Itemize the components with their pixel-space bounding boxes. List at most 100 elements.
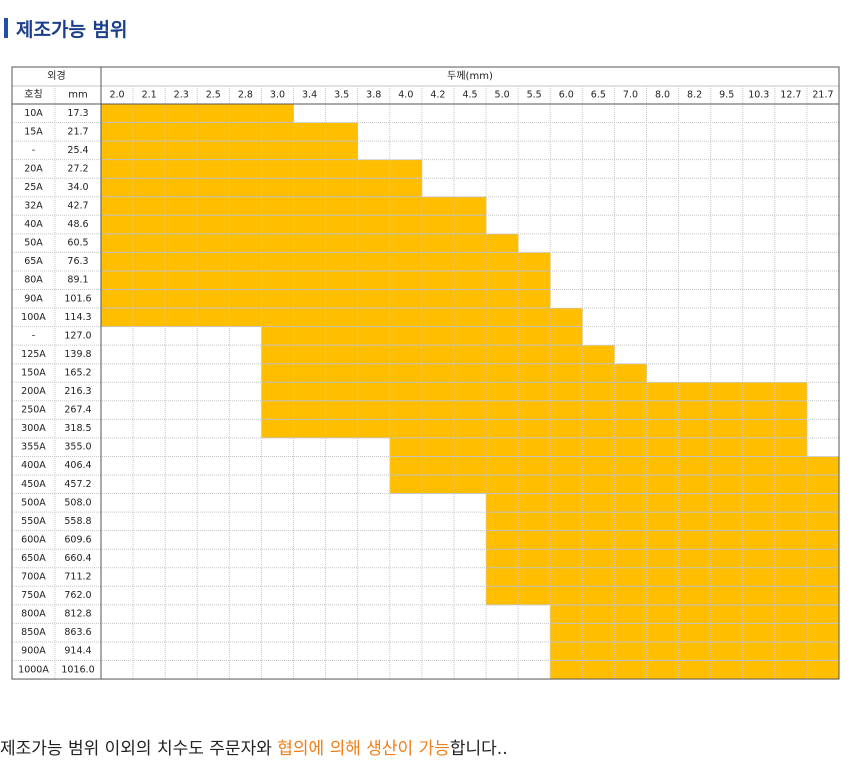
thickness-header-cell: 12.7 [780, 90, 801, 101]
outer-diameter-cell: 609.6 [64, 534, 91, 545]
thickness-header-cell: 4.0 [398, 90, 413, 101]
nominal-size-cell: 150A [21, 367, 46, 378]
page-title-text: 제조가능 범위 [16, 18, 128, 41]
nominal-size-cell: 10A [24, 108, 43, 119]
range-fill-500A-21 [486, 493, 840, 513]
outer-diameter-cell: 34.0 [67, 182, 88, 193]
nominal-size-cell: 90A [24, 293, 43, 304]
range-fill-50A-7 [101, 233, 519, 253]
thickness-header-cell: 10.3 [748, 90, 769, 101]
outer-diameter-cell: 406.4 [64, 460, 91, 471]
thickness-header-cell: 6.5 [591, 90, 606, 101]
nominal-size-cell: 600A [21, 534, 46, 545]
mm-header: mm [68, 90, 87, 101]
nominal-size-cell: 20A [24, 163, 43, 174]
outer-diameter-cell: 508.0 [64, 497, 91, 508]
thickness-header-cell: 4.2 [430, 90, 445, 101]
range-fill-250A-16 [261, 400, 808, 420]
thickness-header-cell: 2.8 [238, 90, 253, 101]
outer-diameter-cell: 863.6 [64, 627, 91, 638]
range-fill-400A-19 [389, 456, 840, 476]
outer-diameter-cell: 114.3 [64, 312, 91, 323]
nominal-size-cell: 450A [21, 479, 46, 490]
nominal-size-cell: 750A [21, 590, 46, 601]
thickness-header-cell: 5.5 [527, 90, 542, 101]
outer-diameter-cell: 355.0 [64, 442, 91, 453]
outer-diameter-cell: 216.3 [64, 386, 91, 397]
thickness-header-cell: 8.2 [687, 90, 702, 101]
footer-text-before: 제조가능 범위 이외의 치수도 주문자와 [0, 739, 278, 759]
page-title: 제조가능 범위 [4, 16, 128, 41]
thickness-header-cell: 5.0 [495, 90, 510, 101]
outer-diameter-cell: 101.6 [64, 293, 91, 304]
range-fill-750A-26 [486, 586, 840, 606]
thickness-header-cell: 21.7 [812, 90, 833, 101]
nominal-size-cell: - [32, 145, 35, 156]
nominal-size-cell: 125A [21, 349, 46, 360]
range-fill-10A-0 [101, 104, 294, 123]
range-fill-700A-25 [486, 567, 840, 587]
range-fill-300A-17 [261, 419, 808, 439]
nominal-size-cell: 40A [24, 219, 43, 230]
outer-diameter-cell: 318.5 [64, 423, 91, 434]
footer-text-after: 합니다.. [449, 739, 508, 759]
range-fill-550A-22 [486, 512, 840, 531]
thickness-header-cell: 3.8 [366, 90, 381, 101]
outer-diameter-cell: 457.2 [64, 479, 91, 490]
nominal-size-cell: 700A [21, 572, 46, 583]
outer-diameter-cell: 25.4 [67, 145, 88, 156]
outer-diameter-cell: 139.8 [64, 349, 91, 360]
outer-diameter-cell: 762.0 [64, 590, 91, 601]
thickness-header-cell: 8.0 [655, 90, 670, 101]
nominal-size-cell: 100A [21, 312, 46, 323]
outer-diameter-cell: 21.7 [67, 126, 88, 137]
thickness-header-cell: 4.5 [462, 90, 477, 101]
range-fill-65A-8 [101, 252, 551, 272]
nominal-size-cell: 25A [24, 182, 43, 193]
nominal-size-cell: 65A [24, 256, 43, 267]
nominal-size-cell: 50A [24, 238, 43, 249]
thickness-header-cell: 2.1 [142, 90, 157, 101]
footer-text-highlight: 협의에 의해 생산이 가능 [277, 739, 450, 759]
nominal-size-cell: 650A [21, 553, 46, 564]
nominal-size-cell: 900A [21, 646, 46, 657]
outer-diameter-cell: 48.6 [67, 219, 88, 230]
nominal-size-cell: 355A [21, 442, 46, 453]
nominal-size-cell: - [32, 330, 35, 341]
outer-diameter-cell: 711.2 [64, 572, 91, 583]
outer-diameter-cell: 27.2 [67, 163, 88, 174]
range-fill-200A-15 [261, 382, 808, 402]
nominal-size-cell: 80A [24, 275, 43, 286]
outer-diameter-cell: 267.4 [64, 405, 91, 416]
range-fill-600A-23 [486, 530, 840, 550]
range-fill-355A-18 [389, 437, 808, 457]
table-border [11, 66, 840, 680]
outer-diameter-cell: 660.4 [64, 553, 91, 564]
thickness-header-cell: 9.5 [719, 90, 734, 101]
nominal-size-cell: 250A [21, 405, 46, 416]
outer-diameter-cell: 89.1 [67, 275, 88, 286]
nominal-size-header: 호칭 [24, 89, 42, 101]
thickness-header-cell: 3.5 [334, 90, 349, 101]
range-fill-900A-29 [550, 641, 840, 661]
thickness-header-cell: 7.0 [623, 90, 638, 101]
footer-note: 제조가능 범위 이외의 치수도 주문자와 협의에 의해 생산이 가능합니다.. [0, 734, 508, 759]
thickness-header-cell: 2.0 [109, 90, 124, 101]
nominal-size-cell: 15A [24, 126, 43, 137]
range-fill-1000A-30 [550, 660, 840, 680]
od-group-header: 외경 [47, 69, 65, 82]
nominal-size-cell: 850A [21, 627, 46, 638]
thickness-header-cell: 3.4 [302, 90, 317, 101]
outer-diameter-cell: 17.3 [67, 108, 88, 119]
nominal-size-cell: 1000A [18, 664, 49, 675]
thickness-header-cell: 6.0 [559, 90, 574, 101]
outer-diameter-cell: 60.5 [67, 238, 88, 249]
range-fill-20A-3 [101, 159, 423, 179]
range-fill-25A-4 [101, 178, 423, 198]
nominal-size-cell: 800A [21, 609, 46, 620]
thickness-range-table: 외경 두께(mm) 호칭 mm 2.0 2.1 2.3 2.5 2.8 3.0 3.4 3.5 3.8 4… [11, 66, 840, 680]
thickness-group-header: 두께(mm) [447, 70, 493, 82]
outer-diameter-cell: 42.7 [67, 201, 88, 212]
nominal-size-cell: 400A [21, 460, 46, 471]
thickness-header-cell: 2.5 [206, 90, 221, 101]
